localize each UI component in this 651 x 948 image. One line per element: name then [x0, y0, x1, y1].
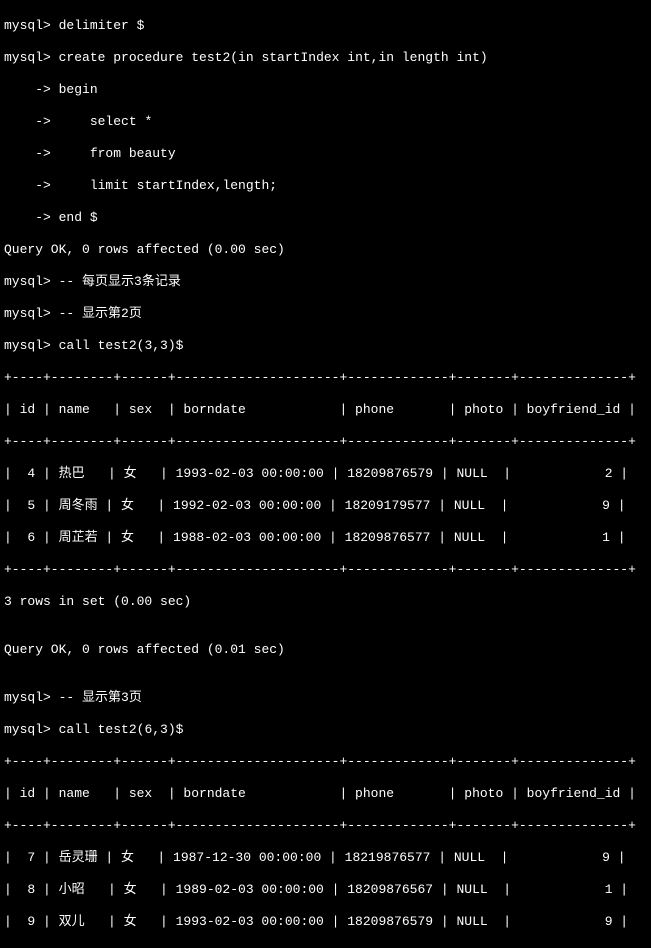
table-border: +----+--------+------+------------------…: [4, 562, 647, 578]
prompt-line[interactable]: mysql> create procedure test2(in startIn…: [4, 50, 647, 66]
table-row: | 9 | 双儿 | 女 | 1993-02-03 00:00:00 | 182…: [4, 914, 647, 930]
terminal-output: mysql> delimiter $ mysql> create procedu…: [0, 0, 651, 948]
prompt: mysql>: [4, 690, 51, 705]
cont-prompt: ->: [4, 178, 51, 193]
comment-text: -- 显示第3页: [59, 690, 142, 705]
cont-line[interactable]: -> from beauty: [4, 146, 647, 162]
prompt-line[interactable]: mysql> -- 显示第2页: [4, 306, 647, 322]
prompt: mysql>: [4, 274, 51, 289]
status-line: Query OK, 0 rows affected (0.01 sec): [4, 642, 647, 658]
prompt-line[interactable]: mysql> call test2(6,3)$: [4, 722, 647, 738]
comment-text: -- 每页显示3条记录: [59, 274, 181, 289]
table-header: | id | name | sex | borndate | phone | p…: [4, 786, 647, 802]
command-text: create procedure test2(in startIndex int…: [59, 50, 488, 65]
command-text: from beauty: [59, 146, 176, 161]
table-row: | 8 | 小昭 | 女 | 1989-02-03 00:00:00 | 182…: [4, 882, 647, 898]
cont-line[interactable]: -> select *: [4, 114, 647, 130]
command-text: call test2(3,3)$: [59, 338, 184, 353]
cont-prompt: ->: [4, 114, 51, 129]
command-text: select *: [59, 114, 153, 129]
status-line: 3 rows in set (0.00 sec): [4, 594, 647, 610]
prompt: mysql>: [4, 306, 51, 321]
table-row: | 5 | 周冬雨 | 女 | 1992-02-03 00:00:00 | 18…: [4, 498, 647, 514]
command-text: begin: [59, 82, 98, 97]
prompt: mysql>: [4, 338, 51, 353]
table-row: | 7 | 岳灵珊 | 女 | 1987-12-30 00:00:00 | 18…: [4, 850, 647, 866]
cont-prompt: ->: [4, 146, 51, 161]
command-text: end $: [59, 210, 98, 225]
table-border: +----+--------+------+------------------…: [4, 370, 647, 386]
table-row: | 4 | 热巴 | 女 | 1993-02-03 00:00:00 | 182…: [4, 466, 647, 482]
prompt: mysql>: [4, 722, 51, 737]
table-border: +----+--------+------+------------------…: [4, 754, 647, 770]
table-header: | id | name | sex | borndate | phone | p…: [4, 402, 647, 418]
status-line: Query OK, 0 rows affected (0.00 sec): [4, 242, 647, 258]
cont-prompt: ->: [4, 82, 51, 97]
prompt-line[interactable]: mysql> delimiter $: [4, 18, 647, 34]
cont-line[interactable]: -> begin: [4, 82, 647, 98]
table-row: | 6 | 周芷若 | 女 | 1988-02-03 00:00:00 | 18…: [4, 530, 647, 546]
prompt: mysql>: [4, 50, 51, 65]
prompt-line[interactable]: mysql> -- 显示第3页: [4, 690, 647, 706]
command-text: call test2(6,3)$: [59, 722, 184, 737]
cont-line[interactable]: -> end $: [4, 210, 647, 226]
comment-text: -- 显示第2页: [59, 306, 142, 321]
cont-prompt: ->: [4, 210, 51, 225]
prompt-line[interactable]: mysql> call test2(3,3)$: [4, 338, 647, 354]
table-border: +----+--------+------+------------------…: [4, 434, 647, 450]
command-text: delimiter $: [59, 18, 145, 33]
prompt-line[interactable]: mysql> -- 每页显示3条记录: [4, 274, 647, 290]
prompt: mysql>: [4, 18, 51, 33]
cont-line[interactable]: -> limit startIndex,length;: [4, 178, 647, 194]
table-border: +----+--------+------+------------------…: [4, 818, 647, 834]
command-text: limit startIndex,length;: [59, 178, 277, 193]
